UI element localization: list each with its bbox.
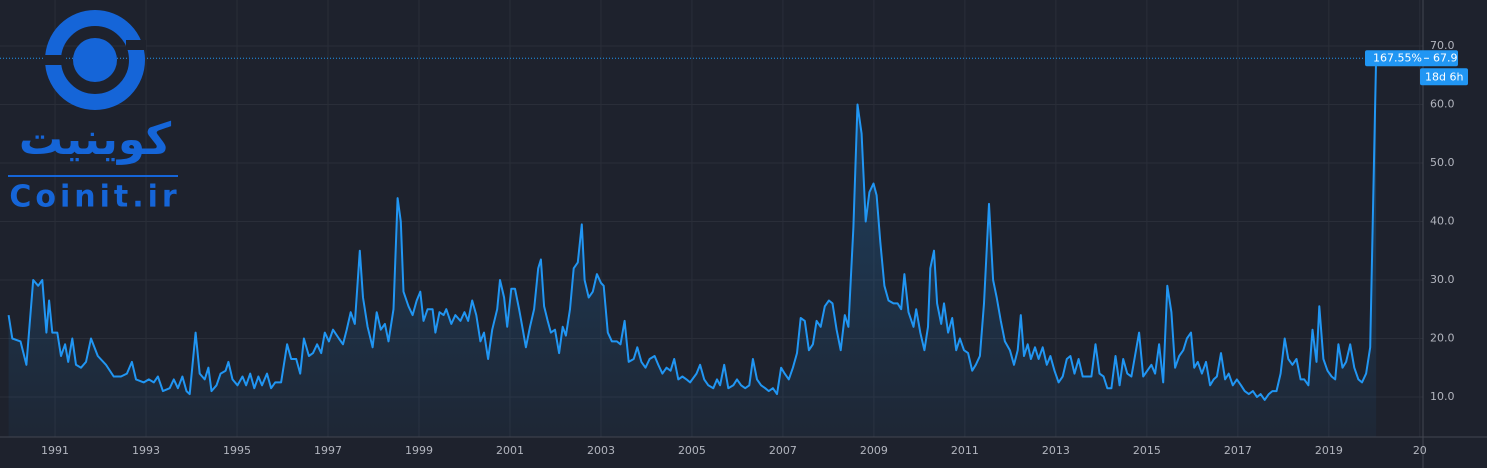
watermark-persian: کوینیت bbox=[19, 114, 172, 165]
logo-notch bbox=[126, 40, 146, 50]
countdown-badge bbox=[1420, 68, 1468, 86]
x-tick-label: 2015 bbox=[1133, 444, 1161, 457]
x-tick-label: 2013 bbox=[1042, 444, 1070, 457]
axes: 10.0 20.0 30.0 40.0 50.0 60.0 70.0 1991 1993 1995… bbox=[41, 39, 1454, 457]
area-fill bbox=[8, 58, 1377, 437]
x-tick-label: 1997 bbox=[314, 444, 342, 457]
last-price-badge bbox=[1365, 50, 1458, 67]
logo-notch bbox=[44, 55, 64, 65]
x-tick-label: 2007 bbox=[769, 444, 797, 457]
y-tick-label: 40.0 bbox=[1430, 214, 1455, 227]
countdown-label: 18d 6h bbox=[1425, 70, 1463, 83]
y-tick-label: 50.0 bbox=[1430, 156, 1455, 169]
y-tick-label: 70.0 bbox=[1430, 39, 1455, 52]
logo-core bbox=[73, 38, 117, 82]
last-price-label: 67.9 bbox=[1433, 51, 1458, 64]
x-tick-label: 2019 bbox=[1315, 444, 1343, 457]
y-tick-label: 30.0 bbox=[1430, 273, 1455, 286]
x-tick-label: 2011 bbox=[951, 444, 979, 457]
change-label: 167.55% bbox=[1373, 51, 1422, 64]
x-tick-label: 1999 bbox=[405, 444, 433, 457]
y-tick-label: 10.0 bbox=[1430, 390, 1455, 403]
x-tick-label: 2001 bbox=[496, 444, 524, 457]
x-tick-label: 1991 bbox=[41, 444, 69, 457]
watermark-logo: کوینیت Coinit.ir bbox=[8, 10, 180, 215]
series-line bbox=[7, 58, 1378, 401]
x-tick-label: 2009 bbox=[860, 444, 888, 457]
x-tick-label: 1993 bbox=[132, 444, 160, 457]
x-tick-label: 20 bbox=[1413, 444, 1427, 457]
plot-area bbox=[0, 57, 1423, 437]
y-tick-label: 20.0 bbox=[1430, 331, 1455, 344]
y-tick-label: 60.0 bbox=[1430, 97, 1455, 110]
price-badges: 167.55% 67.9 18d 6h bbox=[1365, 50, 1468, 86]
x-tick-label: 2017 bbox=[1224, 444, 1252, 457]
x-tick-label: 1995 bbox=[223, 444, 251, 457]
x-tick-label: 2003 bbox=[587, 444, 615, 457]
x-tick-label: 2005 bbox=[678, 444, 706, 457]
watermark-latin: Coinit.ir bbox=[9, 180, 180, 215]
